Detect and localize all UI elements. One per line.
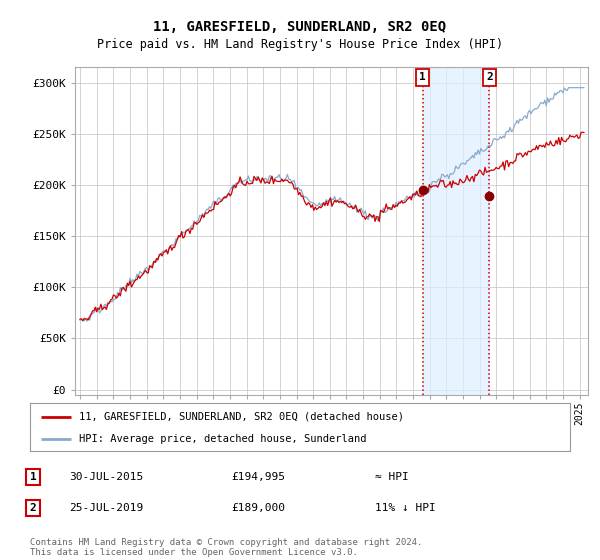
Text: Contains HM Land Registry data © Crown copyright and database right 2024.
This d: Contains HM Land Registry data © Crown c… xyxy=(30,538,422,557)
Text: £194,995: £194,995 xyxy=(231,472,285,482)
Text: 1: 1 xyxy=(419,72,426,82)
Text: 1: 1 xyxy=(29,472,37,482)
Text: 2: 2 xyxy=(486,72,493,82)
Text: ≈ HPI: ≈ HPI xyxy=(375,472,409,482)
Text: 30-JUL-2015: 30-JUL-2015 xyxy=(69,472,143,482)
Text: £189,000: £189,000 xyxy=(231,503,285,513)
Text: 11, GARESFIELD, SUNDERLAND, SR2 0EQ (detached house): 11, GARESFIELD, SUNDERLAND, SR2 0EQ (det… xyxy=(79,412,404,422)
Text: 11, GARESFIELD, SUNDERLAND, SR2 0EQ: 11, GARESFIELD, SUNDERLAND, SR2 0EQ xyxy=(154,20,446,34)
Text: Price paid vs. HM Land Registry's House Price Index (HPI): Price paid vs. HM Land Registry's House … xyxy=(97,38,503,51)
Text: 11% ↓ HPI: 11% ↓ HPI xyxy=(375,503,436,513)
Text: 2: 2 xyxy=(29,503,37,513)
Text: HPI: Average price, detached house, Sunderland: HPI: Average price, detached house, Sund… xyxy=(79,434,366,444)
Bar xyxy=(423,67,490,395)
Text: 25-JUL-2019: 25-JUL-2019 xyxy=(69,503,143,513)
